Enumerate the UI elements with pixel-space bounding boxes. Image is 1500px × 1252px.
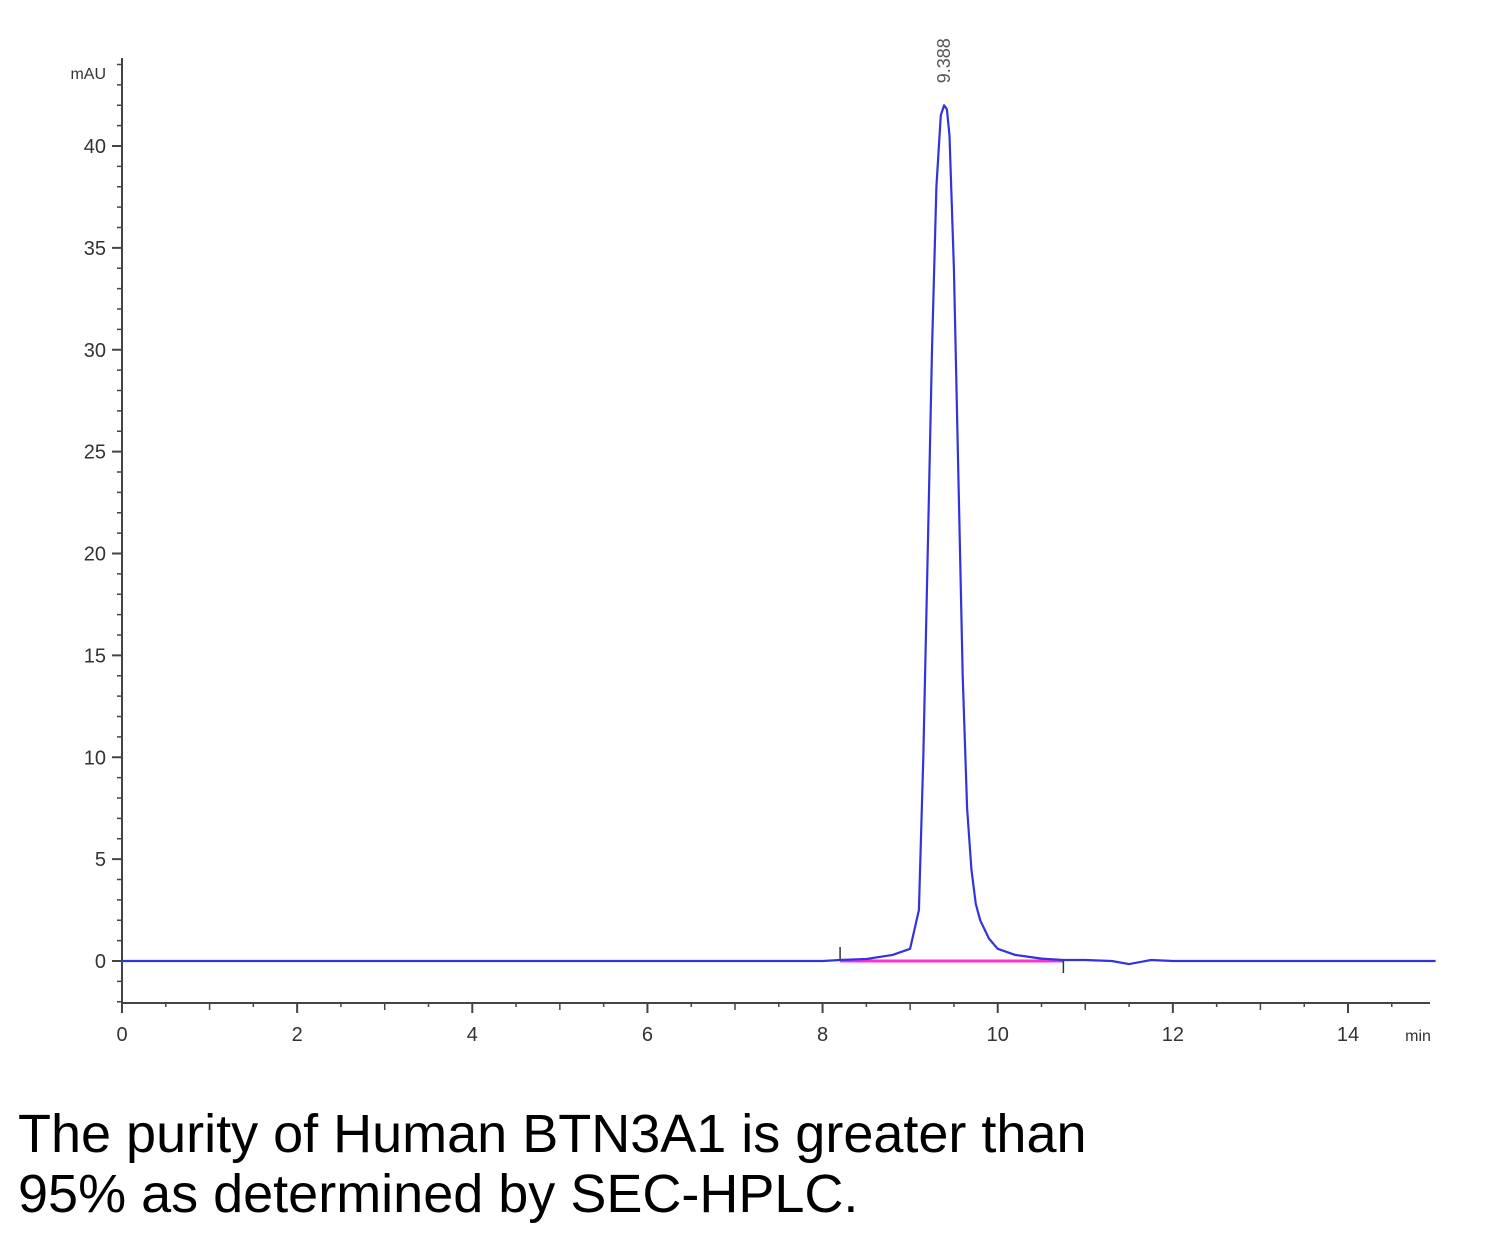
x-tick-label: 8 (817, 1024, 828, 1046)
chromatogram-chart: 0 5 10 15 20 25 30 35 40 mAU 0 2 4 6 8 10 12 14 min 9.388 (70, 38, 1436, 1046)
caption-line-1: The purity of Human BTN3A1 is greater th… (18, 1104, 1087, 1164)
figure-caption: The purity of Human BTN3A1 is greater th… (18, 1104, 1478, 1224)
y-axis-unit-label: mAU (70, 66, 106, 83)
x-tick-label: 6 (642, 1024, 653, 1046)
y-tick-label: 20 (84, 544, 106, 566)
x-axis-unit-label: min (1405, 1028, 1431, 1045)
x-tick-label: 2 (292, 1024, 303, 1046)
y-tick-label: 15 (84, 645, 106, 667)
y-tick-label: 40 (84, 136, 106, 158)
y-tick-label: 10 (84, 747, 106, 769)
x-tick-label: 0 (116, 1024, 127, 1046)
x-tick-label: 12 (1162, 1024, 1184, 1046)
y-tick-label: 35 (84, 238, 106, 260)
x-tick-label: 4 (467, 1024, 478, 1046)
y-tick-label: 30 (84, 340, 106, 362)
x-tick-label: 10 (987, 1024, 1009, 1046)
y-tick-label: 0 (95, 951, 106, 973)
chromatogram-svg: 0 5 10 15 20 25 30 35 40 mAU 0 2 4 6 8 10 12 14 min 9.388 (70, 38, 1436, 1046)
y-tick-label: 5 (95, 849, 106, 871)
caption-line-2: 95% as determined by SEC-HPLC. (18, 1164, 859, 1224)
chromatogram-series-line (122, 104, 1436, 966)
y-tick-label: 25 (84, 442, 106, 464)
x-tick-label: 14 (1337, 1024, 1359, 1046)
peak-retention-label: 9.388 (934, 38, 954, 83)
